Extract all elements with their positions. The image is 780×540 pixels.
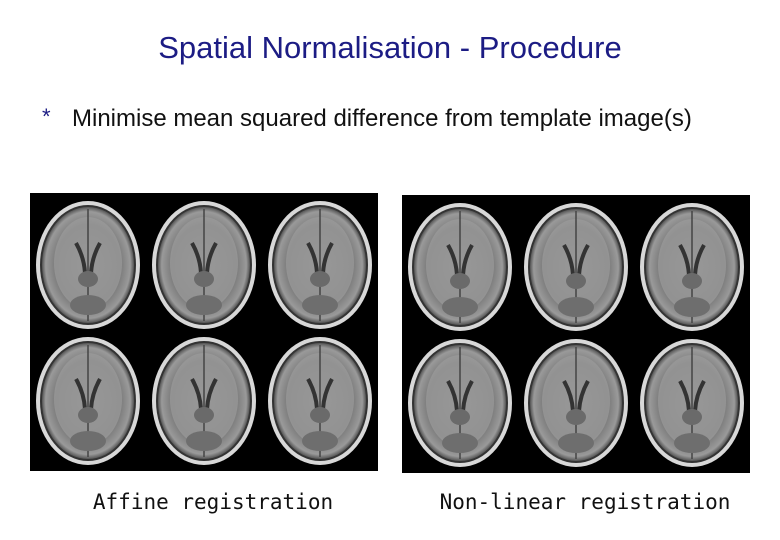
thalamus bbox=[566, 409, 586, 425]
thalamus bbox=[450, 409, 470, 425]
cerebellum bbox=[674, 297, 710, 317]
thalamus bbox=[194, 271, 214, 287]
thalamus bbox=[78, 407, 98, 423]
thalamus bbox=[78, 271, 98, 287]
ventricle bbox=[446, 244, 474, 276]
cerebellum bbox=[186, 431, 222, 451]
cerebellum bbox=[442, 297, 478, 317]
cerebellum bbox=[186, 295, 222, 315]
ventricle bbox=[446, 380, 474, 412]
ventricle bbox=[190, 378, 218, 410]
ventricle bbox=[306, 242, 334, 274]
ventricle bbox=[562, 244, 590, 276]
cerebellum bbox=[674, 433, 710, 453]
thalamus bbox=[682, 409, 702, 425]
ventricle bbox=[306, 378, 334, 410]
cerebellum bbox=[442, 433, 478, 453]
ventricle bbox=[190, 242, 218, 274]
cerebellum bbox=[558, 433, 594, 453]
slide-title: Spatial Normalisation - Procedure bbox=[158, 30, 622, 65]
cerebellum bbox=[302, 431, 338, 451]
ventricle bbox=[678, 244, 706, 276]
thalamus bbox=[682, 273, 702, 289]
thalamus bbox=[310, 271, 330, 287]
thalamus bbox=[310, 407, 330, 423]
thalamus bbox=[194, 407, 214, 423]
ventricle bbox=[74, 378, 102, 410]
bullet-text: Minimise mean squared difference from te… bbox=[72, 105, 692, 132]
cerebellum bbox=[70, 431, 106, 451]
cerebellum bbox=[558, 297, 594, 317]
cerebellum bbox=[70, 295, 106, 315]
ventricle bbox=[74, 242, 102, 274]
thalamus bbox=[566, 273, 586, 289]
panel-caption: Affine registration bbox=[92, 490, 334, 514]
thalamus bbox=[450, 273, 470, 289]
bullet-marker: * bbox=[42, 104, 51, 129]
ventricle bbox=[562, 380, 590, 412]
cerebellum bbox=[302, 295, 338, 315]
ventricle bbox=[678, 380, 706, 412]
panel-caption: Non-linear registration bbox=[439, 490, 731, 514]
